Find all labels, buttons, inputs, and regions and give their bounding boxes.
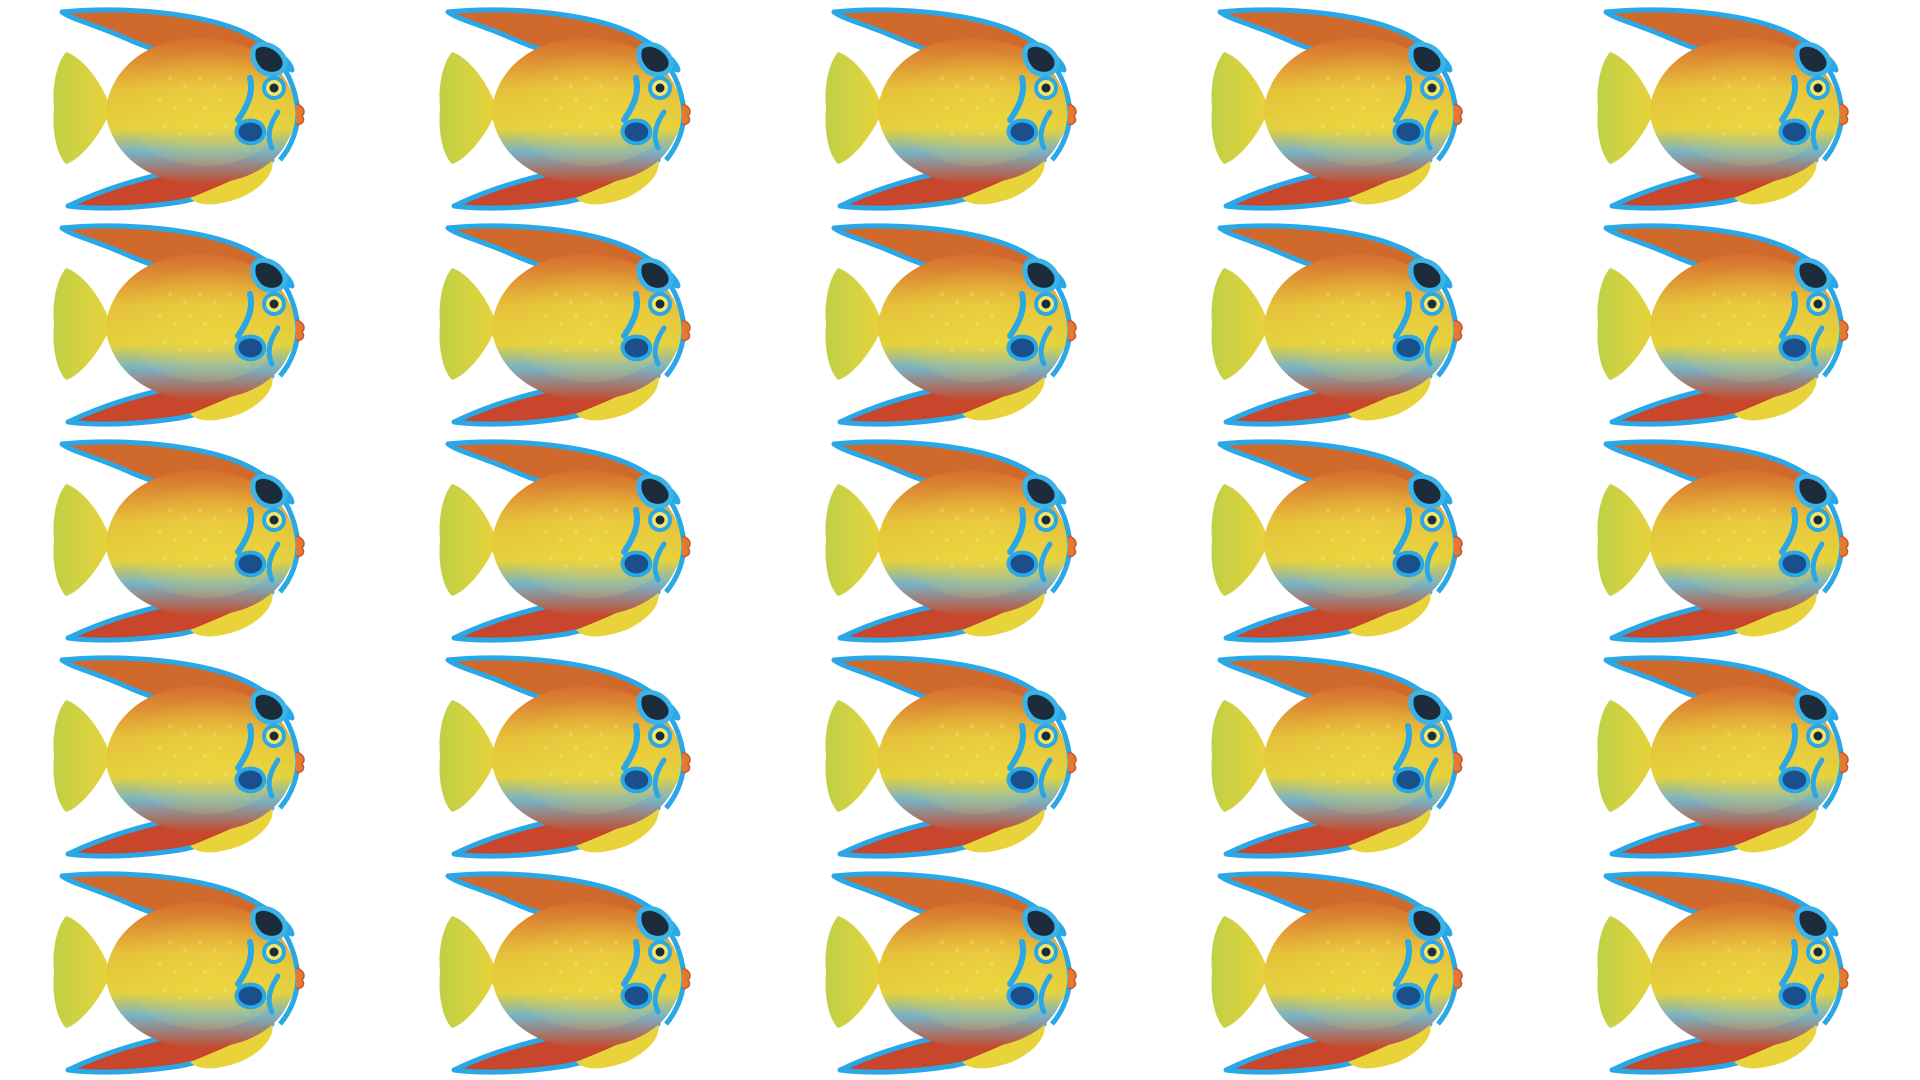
fish-cell [772, 648, 1158, 864]
fish-cell [1544, 216, 1920, 432]
fish-cell [772, 864, 1158, 1080]
angelfish-icon [1597, 655, 1849, 859]
angelfish-icon [53, 7, 305, 211]
fish-cell [1158, 864, 1544, 1080]
fish-cell [0, 432, 386, 648]
angelfish-icon [439, 439, 691, 643]
fish-cell [1544, 0, 1920, 216]
angelfish-icon [1597, 439, 1849, 643]
angelfish-icon [53, 439, 305, 643]
angelfish-icon [439, 223, 691, 427]
angelfish-icon [1211, 439, 1463, 643]
angelfish-icon [1597, 871, 1849, 1075]
fish-cell [772, 0, 1158, 216]
fish-cell [0, 648, 386, 864]
angelfish-icon [825, 655, 1077, 859]
fish-cell [1544, 864, 1920, 1080]
fish-cell [386, 0, 772, 216]
fish-cell [0, 0, 386, 216]
angelfish-icon [825, 223, 1077, 427]
angelfish-icon [1597, 223, 1849, 427]
angelfish-icon [1211, 7, 1463, 211]
fish-cell [1544, 432, 1920, 648]
fish-cell [1544, 648, 1920, 864]
angelfish-icon [53, 223, 305, 427]
angelfish-icon [439, 7, 691, 211]
angelfish-icon [825, 439, 1077, 643]
angelfish-icon [825, 7, 1077, 211]
fish-cell [386, 648, 772, 864]
angelfish-icon [439, 871, 691, 1075]
fish-cell [386, 432, 772, 648]
fish-cell [0, 864, 386, 1080]
fish-cell [772, 432, 1158, 648]
fish-cell [1158, 216, 1544, 432]
angelfish-icon [1597, 7, 1849, 211]
fish-cell [1158, 648, 1544, 864]
fish-cell [1158, 432, 1544, 648]
angelfish-icon [1211, 223, 1463, 427]
fish-cell [0, 216, 386, 432]
angelfish-icon [1211, 871, 1463, 1075]
angelfish-icon [53, 655, 305, 859]
fish-cell [1158, 0, 1544, 216]
angelfish-icon [439, 655, 691, 859]
angelfish-icon [53, 871, 305, 1075]
angelfish-icon [1211, 655, 1463, 859]
fish-cell [386, 864, 772, 1080]
fish-cell [386, 216, 772, 432]
fish-cell [772, 216, 1158, 432]
angelfish-icon [825, 871, 1077, 1075]
